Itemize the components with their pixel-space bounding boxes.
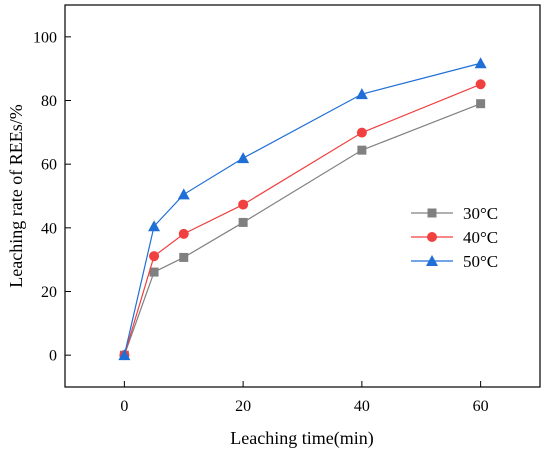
data-point (475, 79, 486, 90)
legend-marker (426, 255, 438, 266)
y-tick-label: 60 (41, 157, 57, 174)
data-point (149, 251, 160, 262)
data-point (118, 349, 131, 361)
x-tick-label: 60 (473, 398, 489, 415)
legend-item: 30°C (411, 204, 498, 223)
axis-ticks: 0 20 40 60 0 20 40 60 80 100 (33, 29, 489, 415)
x-tick-label: 40 (354, 398, 370, 415)
x-axis-label: Leaching time(min) (230, 428, 373, 449)
x-tick-label: 0 (120, 398, 128, 415)
legend-item: 40°C (411, 228, 498, 247)
data-point (474, 57, 487, 69)
data-point (238, 199, 249, 210)
x-tick-label: 20 (235, 398, 251, 415)
data-point (148, 220, 161, 232)
y-tick-label: 0 (49, 348, 57, 365)
legend-label: 50°C (463, 252, 498, 271)
series-layer (118, 57, 487, 361)
y-tick-label: 40 (41, 220, 57, 237)
legend-label: 30°C (463, 204, 498, 223)
data-point (177, 188, 190, 200)
data-point (356, 127, 367, 138)
y-tick-label: 100 (33, 29, 57, 46)
data-point (179, 252, 189, 262)
legend-marker (427, 232, 437, 242)
y-axis-label: Leaching rate of REEs/% (6, 104, 26, 287)
data-point (357, 145, 367, 155)
data-point (238, 217, 248, 227)
data-point (237, 152, 250, 164)
data-point (476, 99, 486, 109)
y-tick-label: 20 (41, 284, 57, 301)
series-line (123, 83, 481, 356)
series-square (119, 99, 486, 360)
y-tick-label: 80 (41, 93, 57, 110)
legend: 30°C 40°C 50°C (411, 204, 498, 271)
series-triangle (118, 57, 487, 361)
series-line (123, 62, 481, 356)
legend-marker (427, 208, 437, 218)
plot-frame (64, 4, 541, 388)
legend-label: 40°C (463, 228, 498, 247)
legend-item: 50°C (411, 252, 498, 271)
series-circle (119, 79, 486, 361)
data-point (355, 88, 368, 100)
data-point (149, 267, 159, 277)
series-line (123, 103, 481, 356)
data-point (178, 228, 189, 239)
